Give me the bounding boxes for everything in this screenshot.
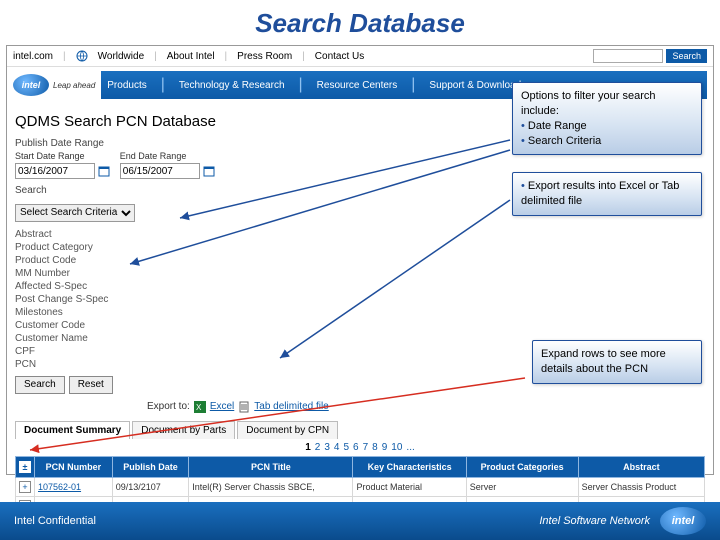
callout-text: Options to filter your search include: [521, 89, 693, 119]
col-date[interactable]: Publish Date [112, 456, 189, 477]
pager-page[interactable]: 8 [372, 442, 378, 453]
pager-page[interactable]: 10 [391, 442, 402, 453]
pager-page[interactable]: 6 [353, 442, 359, 453]
export-tab-link[interactable]: Tab delimited file [254, 401, 328, 412]
pager-page[interactable]: 4 [334, 442, 340, 453]
divider: | [154, 51, 157, 62]
callout-item: Date Range [521, 119, 693, 134]
do-search-button[interactable]: Search [15, 376, 65, 394]
cell-pcn[interactable]: 107562-01 [35, 477, 113, 496]
pager-page[interactable]: 9 [382, 442, 388, 453]
end-date-label: End Date Range [120, 151, 215, 161]
col-abstract[interactable]: Abstract [578, 456, 704, 477]
search-button[interactable]: Search [666, 49, 707, 63]
criteria-item: Customer Code [15, 319, 705, 332]
logo-oval: intel [13, 74, 49, 96]
criteria-item: MM Number [15, 267, 705, 280]
callout-item: Export results into Excel or Tab delimit… [521, 179, 693, 209]
export-label: Export to: [147, 401, 190, 412]
cell-date: 09/13/2107 [112, 477, 189, 496]
pager-page[interactable]: 5 [343, 442, 349, 453]
cell-abstract: Server Chassis Product [578, 477, 704, 496]
cell-prodcat: Server [466, 477, 578, 496]
topnav-press[interactable]: Press Room [237, 51, 292, 62]
criteria-item: Product Code [15, 254, 705, 267]
nav-products[interactable]: Products [107, 80, 146, 91]
topnav-contact[interactable]: Contact Us [315, 51, 364, 62]
callout-filter-options: Options to filter your search include: D… [512, 82, 702, 155]
topnav-brand[interactable]: intel.com [13, 51, 53, 62]
table-row: +107562-0109/13/2107Intel(R) Server Chas… [16, 477, 705, 496]
criteria-item: Abstract [15, 228, 705, 241]
cell-keychar: Product Material [353, 477, 466, 496]
pager-page[interactable]: 1 [305, 442, 311, 453]
criteria-item: Affected S-Spec [15, 280, 705, 293]
globe-icon [76, 50, 88, 62]
topnav-search: Search [593, 49, 707, 63]
tab-parts[interactable]: Document by Parts [132, 421, 235, 439]
slide-title: Search Database [0, 0, 720, 45]
start-date-input[interactable] [15, 163, 95, 179]
divider: | [225, 51, 228, 62]
export-excel-link[interactable]: Excel [210, 401, 234, 412]
end-date-input[interactable] [120, 163, 200, 179]
expand-row-icon[interactable]: + [19, 481, 31, 493]
tab-summary[interactable]: Document Summary [15, 421, 130, 439]
footer-logo: intel [660, 507, 706, 535]
result-tabs: Document Summary Document by Parts Docum… [7, 415, 713, 439]
pager-page[interactable]: 3 [324, 442, 330, 453]
file-icon [238, 401, 250, 413]
divider: | [302, 51, 305, 62]
nav-tech[interactable]: Technology & Research [179, 80, 285, 91]
footer-bar: Intel Confidential Intel Software Networ… [0, 502, 720, 540]
top-nav: intel.com | Worldwide | About Intel | Pr… [7, 46, 713, 67]
start-date-label: Start Date Range [15, 151, 110, 161]
footer-confidential: Intel Confidential [14, 515, 96, 527]
callout-export: Export results into Excel or Tab delimit… [512, 172, 702, 216]
topnav-worldwide[interactable]: Worldwide [98, 51, 145, 62]
cell-title: Intel(R) Server Chassis SBCE, [189, 477, 353, 496]
col-pcn[interactable]: PCN Number [35, 456, 113, 477]
pager: 12345678910... [7, 439, 713, 456]
footer-network: Intel Software Network [539, 515, 650, 527]
excel-icon: X [194, 401, 206, 413]
criteria-item: Milestones [15, 306, 705, 319]
pager-page[interactable]: ... [406, 442, 414, 453]
search-criteria-select[interactable]: Select Search Criteria [15, 204, 135, 222]
col-title[interactable]: PCN Title [189, 456, 353, 477]
calendar-icon[interactable] [98, 165, 110, 177]
col-keychar[interactable]: Key Characteristics [353, 456, 466, 477]
topnav-about[interactable]: About Intel [167, 51, 215, 62]
export-box: Export to: X Excel Tab delimited file [147, 401, 713, 413]
tab-cpn[interactable]: Document by CPN [237, 421, 338, 439]
intel-logo: intel Leap ahead [13, 74, 95, 96]
svg-text:X: X [196, 403, 202, 412]
callout-item: Search Criteria [521, 134, 693, 149]
criteria-item: Post Change S-Spec [15, 293, 705, 306]
reset-button[interactable]: Reset [69, 376, 113, 394]
search-input[interactable] [593, 49, 663, 63]
callout-text: Expand rows to see more details about th… [541, 348, 666, 375]
col-prodcat[interactable]: Product Categories [466, 456, 578, 477]
logo-tagline: Leap ahead [53, 81, 95, 90]
pager-page[interactable]: 7 [363, 442, 369, 453]
expand-all-icon[interactable]: ± [19, 461, 31, 473]
nav-resource[interactable]: Resource Centers [317, 80, 398, 91]
pager-page[interactable]: 2 [315, 442, 321, 453]
criteria-item: Product Category [15, 241, 705, 254]
divider: | [63, 51, 66, 62]
callout-expand: Expand rows to see more details about th… [532, 340, 702, 384]
calendar-icon[interactable] [203, 165, 215, 177]
